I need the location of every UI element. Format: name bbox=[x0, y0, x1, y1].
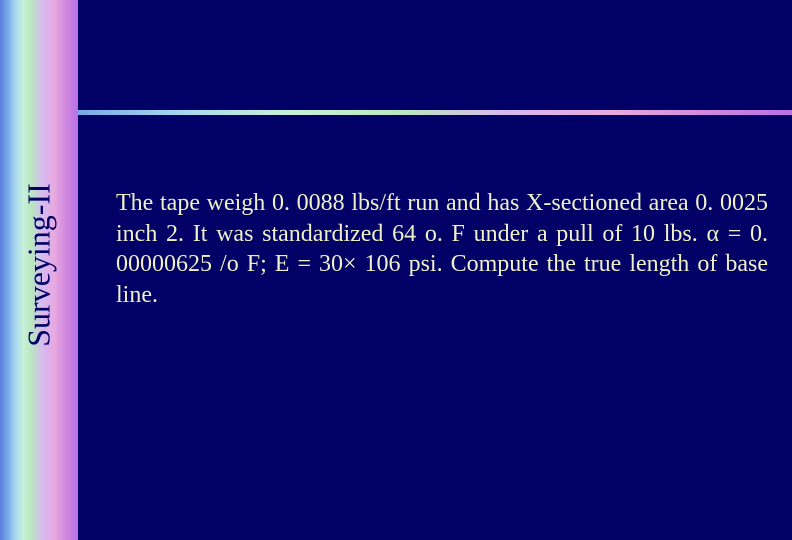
header-divider bbox=[78, 110, 792, 115]
sidebar-gradient: Surveying-II bbox=[0, 0, 78, 540]
slide: Surveying-II The tape weigh 0. 0088 lbs/… bbox=[0, 0, 792, 540]
sidebar-label: Surveying-II bbox=[21, 183, 58, 347]
content-area: The tape weigh 0. 0088 lbs/ft run and ha… bbox=[78, 0, 792, 540]
body-paragraph: The tape weigh 0. 0088 lbs/ft run and ha… bbox=[116, 188, 768, 311]
